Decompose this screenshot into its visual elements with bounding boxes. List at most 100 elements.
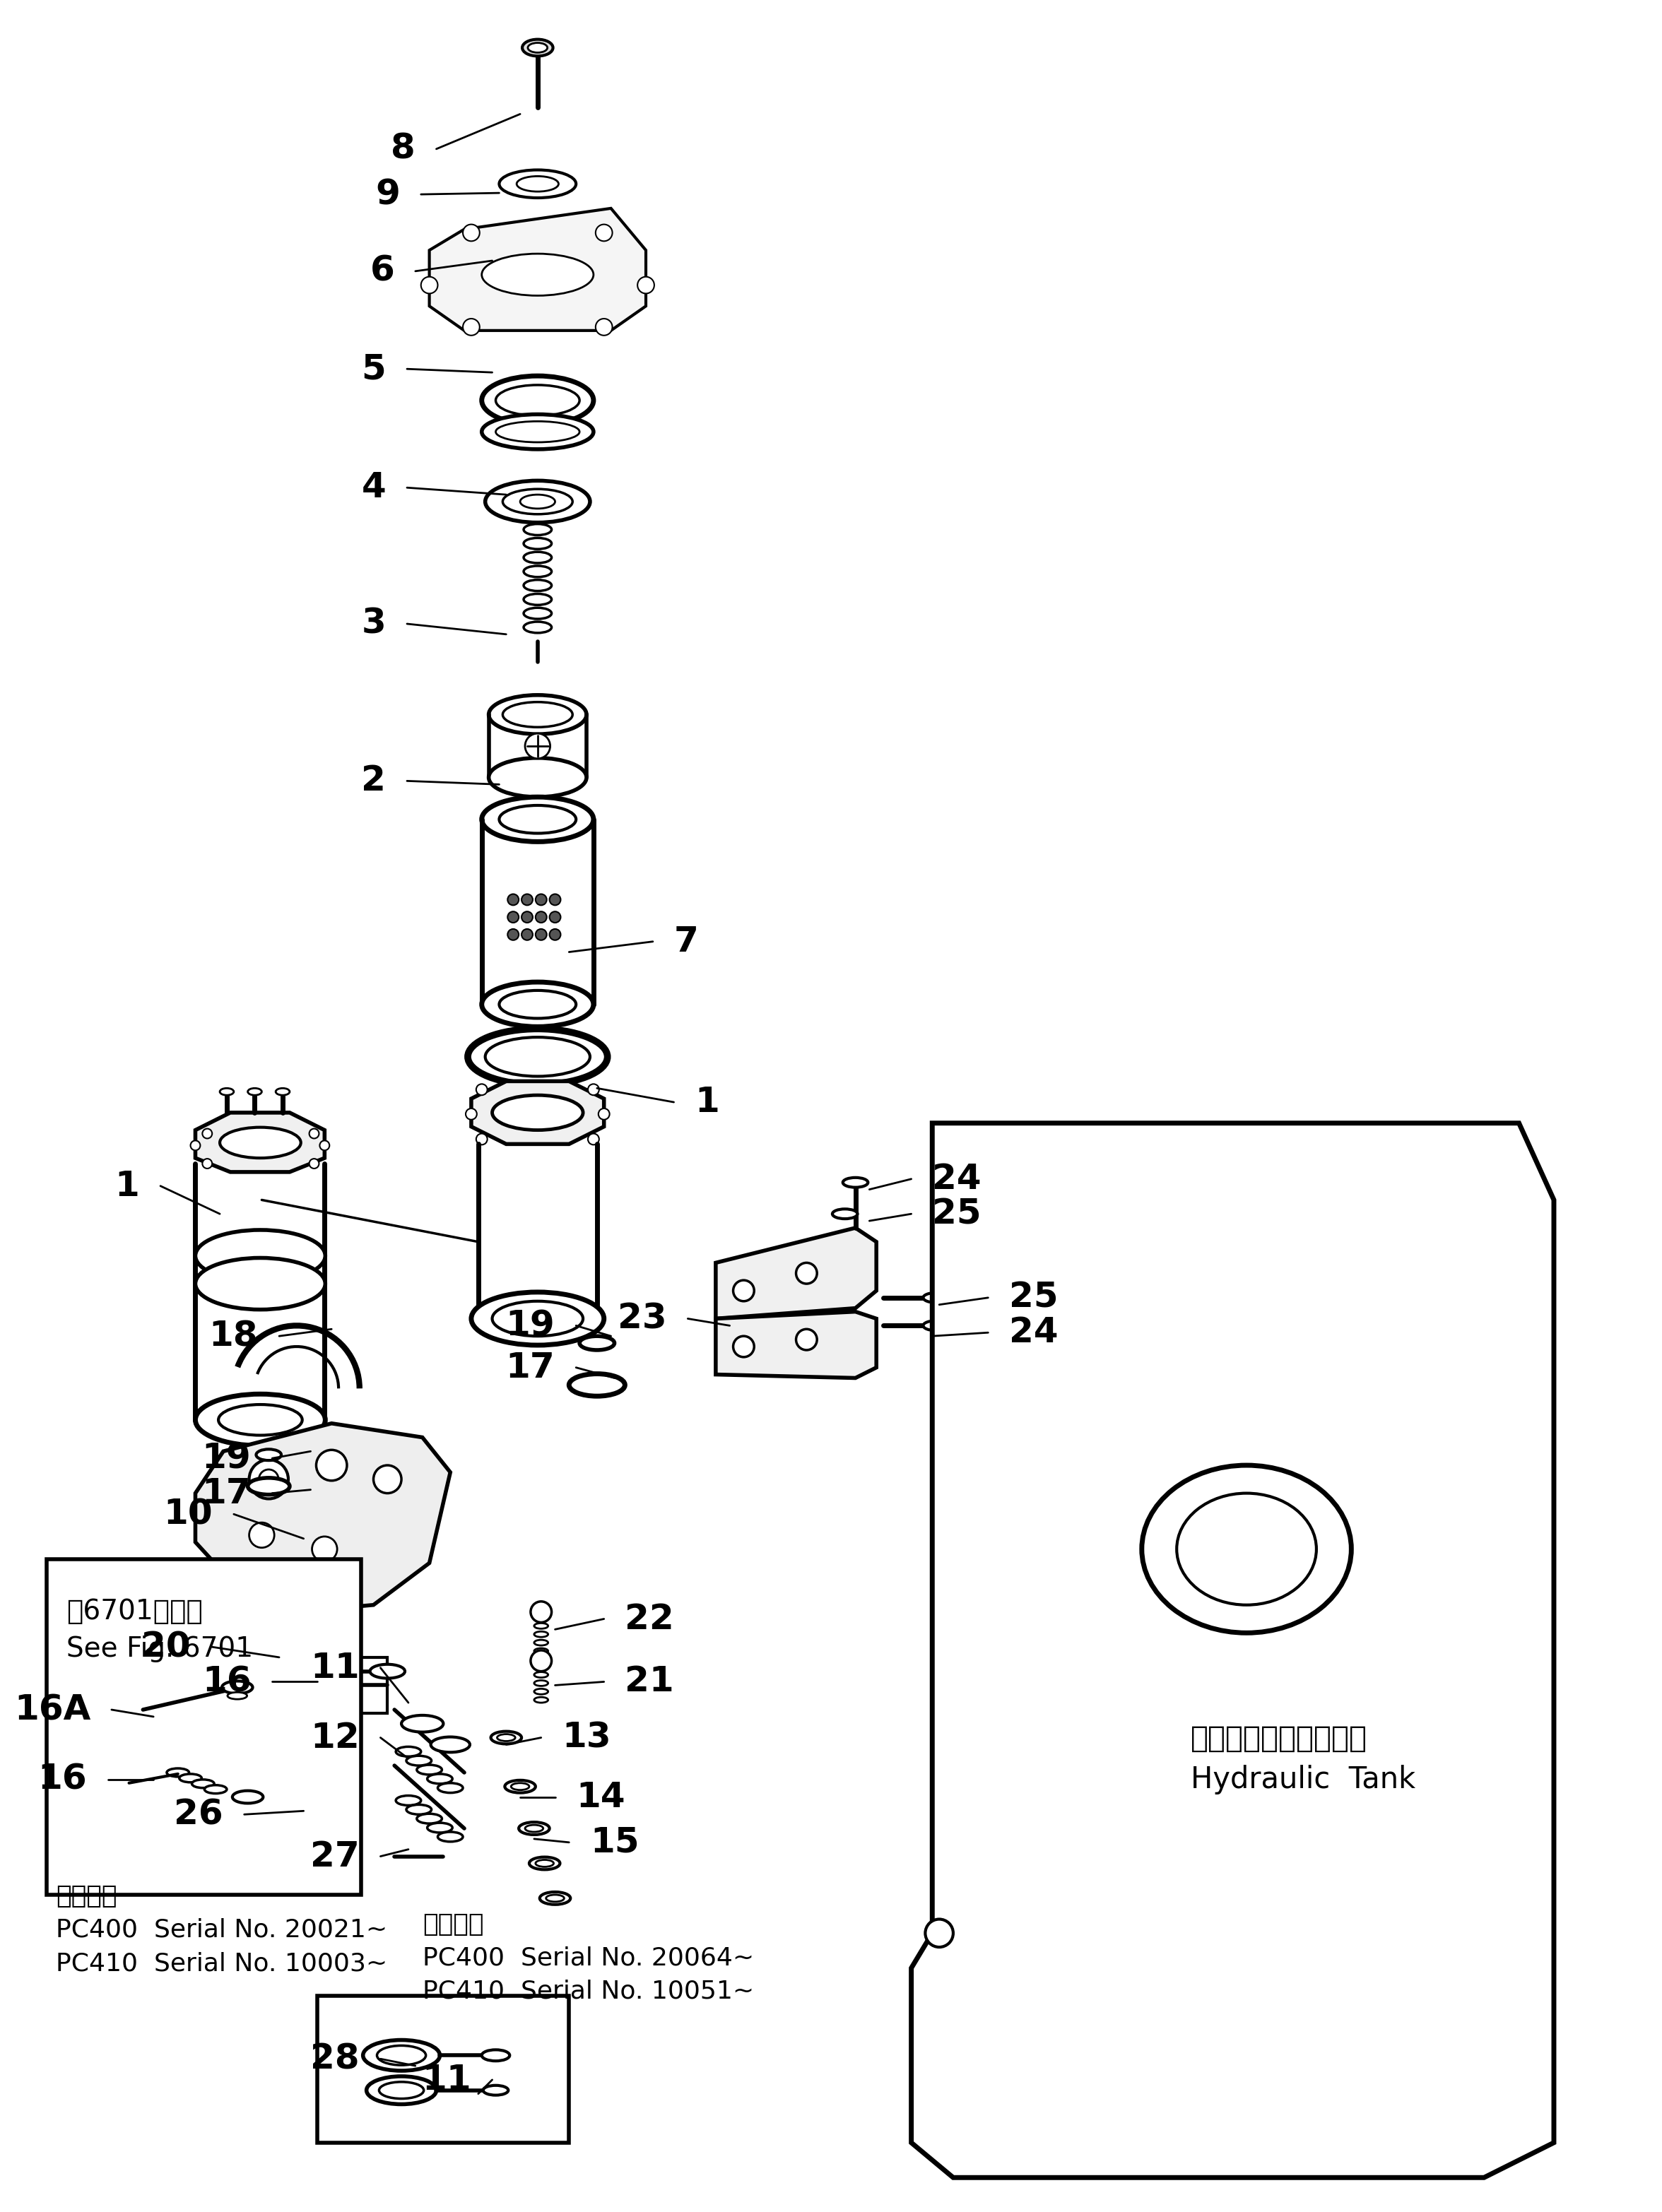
- Ellipse shape: [534, 1624, 548, 1628]
- Polygon shape: [716, 1228, 876, 1318]
- Circle shape: [203, 1159, 213, 1168]
- Ellipse shape: [271, 1663, 301, 1674]
- Ellipse shape: [534, 1648, 548, 1655]
- Ellipse shape: [524, 566, 552, 577]
- Ellipse shape: [534, 1639, 548, 1646]
- Ellipse shape: [263, 1814, 288, 1820]
- Text: 2: 2: [361, 763, 386, 799]
- Ellipse shape: [472, 1292, 603, 1345]
- Text: 19: 19: [203, 1442, 251, 1475]
- Bar: [317, 1657, 387, 1712]
- Ellipse shape: [263, 1832, 288, 1840]
- Text: 28: 28: [311, 2042, 359, 2075]
- Ellipse shape: [406, 1756, 432, 1765]
- Ellipse shape: [482, 982, 593, 1026]
- Text: 15: 15: [590, 1825, 640, 1860]
- Ellipse shape: [525, 734, 550, 759]
- Ellipse shape: [529, 42, 547, 53]
- Circle shape: [535, 929, 547, 940]
- Ellipse shape: [519, 1823, 550, 1834]
- Ellipse shape: [263, 1843, 288, 1851]
- Circle shape: [249, 1522, 274, 1548]
- Ellipse shape: [271, 1674, 301, 1686]
- Ellipse shape: [926, 1920, 954, 1947]
- Circle shape: [309, 1128, 319, 1139]
- Text: 25: 25: [1009, 1281, 1059, 1314]
- Ellipse shape: [219, 1088, 234, 1095]
- Circle shape: [191, 1141, 199, 1150]
- Ellipse shape: [263, 1803, 288, 1812]
- Ellipse shape: [547, 1896, 563, 1902]
- Ellipse shape: [517, 177, 558, 192]
- Polygon shape: [429, 208, 647, 330]
- Polygon shape: [716, 1312, 876, 1378]
- Ellipse shape: [524, 608, 552, 619]
- Ellipse shape: [263, 1823, 288, 1832]
- Text: 16A: 16A: [13, 1692, 91, 1728]
- Ellipse shape: [233, 1792, 263, 1803]
- Ellipse shape: [525, 1825, 543, 1832]
- Ellipse shape: [219, 1128, 301, 1159]
- Text: 8: 8: [391, 133, 416, 166]
- Ellipse shape: [512, 1783, 529, 1790]
- Ellipse shape: [437, 1832, 464, 1843]
- Text: 12: 12: [311, 1721, 359, 1754]
- Ellipse shape: [482, 796, 593, 843]
- Circle shape: [465, 1108, 477, 1119]
- Ellipse shape: [534, 1681, 548, 1686]
- Ellipse shape: [492, 1095, 583, 1130]
- Circle shape: [522, 929, 534, 940]
- Text: 5: 5: [362, 352, 386, 385]
- Ellipse shape: [534, 1632, 548, 1637]
- Ellipse shape: [427, 1823, 452, 1832]
- Ellipse shape: [379, 2081, 424, 2099]
- Text: 20: 20: [141, 1630, 191, 1663]
- Ellipse shape: [437, 1783, 464, 1792]
- Text: 第6701図参照
See Fig. 6701: 第6701図参照 See Fig. 6701: [66, 1597, 253, 1661]
- Circle shape: [374, 1464, 402, 1493]
- Ellipse shape: [530, 1601, 552, 1621]
- Ellipse shape: [191, 1778, 214, 1787]
- Ellipse shape: [524, 524, 552, 535]
- Ellipse shape: [485, 480, 590, 522]
- Ellipse shape: [505, 1781, 535, 1792]
- Circle shape: [550, 929, 560, 940]
- Circle shape: [522, 911, 534, 922]
- Polygon shape: [196, 1422, 450, 1613]
- Ellipse shape: [371, 1663, 406, 1679]
- Polygon shape: [472, 1082, 603, 1144]
- Circle shape: [507, 929, 519, 940]
- Ellipse shape: [406, 1805, 432, 1814]
- Ellipse shape: [522, 40, 553, 55]
- Ellipse shape: [362, 2039, 440, 2070]
- Text: 14: 14: [577, 1781, 625, 1814]
- Ellipse shape: [833, 1210, 858, 1219]
- Circle shape: [249, 1460, 288, 1500]
- Text: 18: 18: [209, 1318, 258, 1354]
- Circle shape: [464, 223, 480, 241]
- Text: 1: 1: [115, 1168, 140, 1203]
- Ellipse shape: [276, 1088, 289, 1095]
- Ellipse shape: [499, 991, 577, 1018]
- Ellipse shape: [179, 1774, 201, 1783]
- Polygon shape: [196, 1113, 324, 1172]
- Circle shape: [203, 1128, 213, 1139]
- Ellipse shape: [568, 1374, 625, 1396]
- Ellipse shape: [396, 1796, 420, 1805]
- Circle shape: [420, 276, 437, 294]
- Ellipse shape: [843, 1177, 868, 1188]
- Ellipse shape: [489, 695, 587, 734]
- Circle shape: [475, 1133, 487, 1146]
- Ellipse shape: [417, 1765, 442, 1774]
- Ellipse shape: [166, 1767, 189, 1776]
- Circle shape: [316, 1449, 347, 1480]
- Bar: [317, 1995, 568, 2143]
- Text: 13: 13: [562, 1721, 612, 1754]
- Ellipse shape: [482, 414, 593, 449]
- Circle shape: [595, 223, 612, 241]
- Ellipse shape: [497, 1734, 515, 1741]
- Text: 4: 4: [362, 471, 386, 504]
- Ellipse shape: [427, 1774, 452, 1783]
- Circle shape: [475, 1084, 487, 1095]
- Text: 1: 1: [695, 1086, 720, 1119]
